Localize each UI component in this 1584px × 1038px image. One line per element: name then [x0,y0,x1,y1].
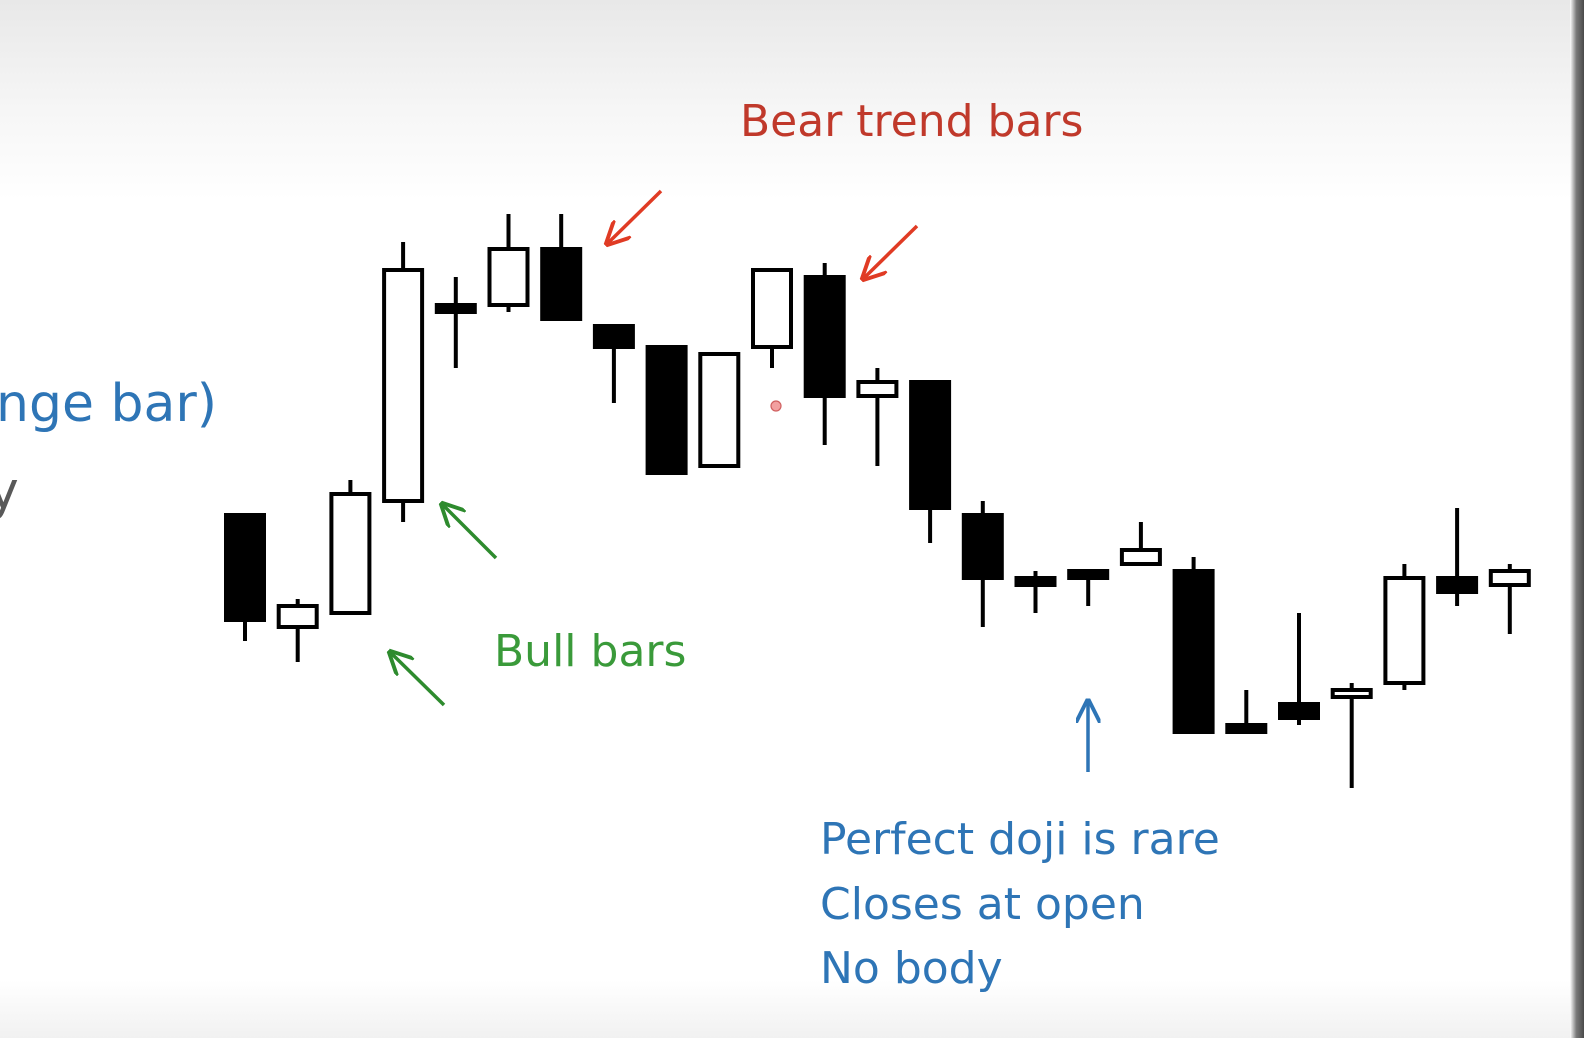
candle-body [1488,569,1531,587]
candle-body [698,352,741,468]
bull-candle-10 [698,352,741,468]
doji-note-line-1: Perfect doji is rare [820,814,1220,865]
candle-body [909,380,952,510]
bear-trend-bars-label: Bear trend bars [740,96,1084,147]
candle-body [487,247,530,307]
bear-candle-14 [909,380,952,543]
bear-candle-7 [540,214,583,321]
bear-candle-21 [1278,613,1320,725]
candle-body [856,380,899,398]
candle-body [803,275,846,398]
candle-group [224,214,1531,788]
candle-body [1014,576,1057,587]
bear-arrow-1 [607,189,663,244]
bear-candle-8 [592,324,635,403]
bear-candle-5 [434,277,477,368]
doji-note-line-3: No body [820,943,1003,994]
candle-body [1330,688,1373,699]
candle-body [1067,569,1110,580]
bear-candle-24 [1436,508,1479,606]
partial-slide-text: y [0,461,19,521]
bear-candle-12 [803,263,846,445]
bull-candle-2 [276,599,319,662]
bull-candle-3 [329,480,372,615]
candle-body [645,345,688,475]
bear-arrow-2 [863,224,919,279]
window-edge-shadow [1570,0,1584,1038]
doji-note-line-2: Closes at open [820,879,1145,930]
candle-body [751,268,793,349]
bull-candle-18 [1119,522,1162,566]
candle-body [1383,576,1426,685]
bull-candle-6 [487,214,530,312]
bear-candle-15 [961,501,1004,627]
bear-candle-1 [224,513,266,641]
bull-candle-13 [856,368,899,466]
bull-candle-25 [1488,564,1531,634]
candle-body [434,303,477,314]
bull-arrow-1 [442,504,498,560]
cursor-dot [770,400,782,412]
candle-body [961,513,1004,580]
bull-candle-4 [382,242,425,522]
bear-candle-9 [645,345,688,475]
bull-candle-11 [751,268,793,368]
annotation-arrows [390,189,1088,772]
candle-body [224,513,266,622]
candle-body [1436,576,1479,594]
bear-candle-16 [1014,571,1057,613]
candle-body [592,324,635,349]
bear-candle-17 [1067,569,1110,606]
candle-body [1172,569,1215,734]
bull-arrow-2 [390,652,446,707]
bear-candle-20 [1225,690,1268,734]
partial-slide-title: nge bar) [0,374,218,434]
bull-candle-22 [1330,683,1373,788]
candle-body [1278,702,1320,720]
candle-body [1225,723,1268,734]
candle-body [1119,548,1162,566]
bull-bars-label: Bull bars [494,626,687,677]
candle-body [382,268,425,503]
candle-body [276,604,319,629]
candle-body [540,247,583,321]
bull-candle-23 [1383,564,1426,690]
candle-body [329,492,372,615]
bear-candle-19 [1172,557,1215,734]
